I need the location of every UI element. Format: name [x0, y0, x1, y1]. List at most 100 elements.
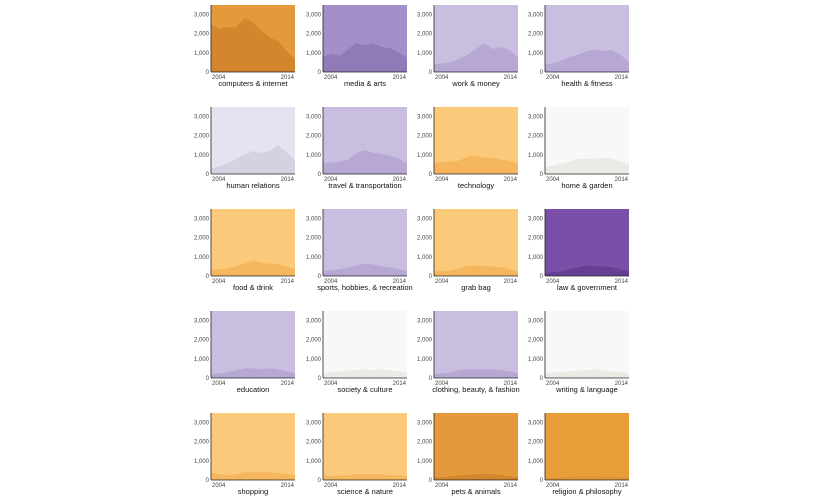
panel-background: [323, 311, 407, 378]
panel-title: religion & philosophy: [552, 487, 621, 496]
x-tick-label: 2014: [504, 483, 518, 489]
x-tick-label: 2004: [212, 75, 226, 81]
y-tick-label: 1,000: [194, 459, 210, 465]
y-tick-label: 2,000: [417, 338, 433, 344]
y-tick-label: 2,000: [528, 440, 544, 446]
series-area: [545, 369, 629, 378]
series-area: [211, 260, 295, 276]
series-area: [545, 157, 629, 174]
y-tick-label: 1,000: [528, 459, 544, 465]
y-tick-label: 1,000: [306, 255, 322, 261]
y-tick-label: 0: [318, 70, 322, 76]
panel-title: science & nature: [337, 487, 393, 496]
y-tick-label: 1,000: [306, 459, 322, 465]
x-tick-label: 2014: [504, 381, 518, 387]
x-tick-label: 2014: [393, 483, 407, 489]
x-tick-label: 2004: [546, 75, 560, 81]
y-tick-label: 1,000: [194, 153, 210, 159]
panel-title: health & fitness: [561, 79, 613, 88]
x-tick-label: 2004: [546, 483, 560, 489]
chart-panel: 0 1,000 2,000 3,000 2004 2014 pets & animals: [417, 413, 518, 496]
chart-panel: 0 1,000 2,000 3,000 2004 2014 media & arts: [306, 5, 407, 88]
panel-title: grab bag: [461, 283, 491, 292]
series-area: [211, 18, 295, 72]
x-tick-label: 2014: [281, 279, 295, 285]
y-tick-label: 1,000: [528, 153, 544, 159]
y-tick-label: 0: [318, 478, 322, 484]
chart-panel: 0 1,000 2,000 3,000 2004 2014 shopping: [194, 413, 295, 496]
x-tick-label: 2004: [212, 279, 226, 285]
panel-title: food & drink: [233, 283, 273, 292]
y-tick-label: 0: [429, 478, 433, 484]
y-tick-label: 3,000: [417, 421, 433, 427]
x-tick-label: 2004: [435, 483, 449, 489]
y-tick-label: 0: [540, 376, 544, 382]
y-tick-label: 2,000: [528, 32, 544, 38]
y-tick-label: 3,000: [528, 421, 544, 427]
y-tick-label: 3,000: [194, 217, 210, 223]
y-tick-label: 1,000: [528, 357, 544, 363]
y-tick-label: 2,000: [306, 236, 322, 242]
panel-title: media & arts: [344, 79, 386, 88]
x-tick-label: 2014: [281, 483, 295, 489]
y-tick-label: 0: [540, 172, 544, 178]
x-tick-label: 2004: [212, 483, 226, 489]
panel-title: travel & transportation: [328, 181, 401, 190]
y-tick-label: 2,000: [306, 134, 322, 140]
y-tick-label: 3,000: [194, 13, 210, 19]
y-tick-label: 2,000: [194, 236, 210, 242]
x-tick-label: 2014: [281, 177, 295, 183]
y-tick-label: 0: [429, 376, 433, 382]
chart-panel: 0 1,000 2,000 3,000 2004 2014 work & money: [417, 5, 518, 88]
panel-title: human relations: [226, 181, 280, 190]
y-tick-label: 1,000: [306, 357, 322, 363]
y-tick-label: 0: [318, 274, 322, 280]
panel-title: shopping: [238, 487, 268, 496]
panel-background: [211, 413, 295, 480]
y-tick-label: 3,000: [306, 421, 322, 427]
y-tick-label: 2,000: [194, 440, 210, 446]
y-tick-label: 3,000: [528, 13, 544, 19]
series-area: [323, 43, 407, 72]
y-tick-label: 1,000: [194, 51, 210, 57]
series-area: [323, 474, 407, 480]
y-tick-label: 2,000: [306, 32, 322, 38]
panel-title: work & money: [451, 79, 500, 88]
series-area: [434, 43, 518, 72]
y-tick-label: 3,000: [417, 319, 433, 325]
x-tick-label: 2014: [504, 177, 518, 183]
panel-title: writing & language: [555, 385, 618, 394]
x-tick-label: 2004: [546, 279, 560, 285]
x-tick-label: 2014: [504, 75, 518, 81]
x-tick-label: 2014: [393, 75, 407, 81]
series-area: [323, 150, 407, 174]
chart-panel: 0 1,000 2,000 3,000 2004 2014 education: [194, 311, 295, 394]
x-tick-label: 2014: [393, 381, 407, 387]
panel-title: law & government: [557, 283, 618, 292]
x-tick-label: 2004: [435, 75, 449, 81]
y-tick-label: 3,000: [528, 217, 544, 223]
series-area: [323, 369, 407, 378]
x-tick-label: 2004: [324, 381, 338, 387]
panel-title: education: [237, 385, 270, 394]
y-tick-label: 3,000: [417, 115, 433, 121]
series-area: [434, 265, 518, 276]
y-tick-label: 1,000: [528, 255, 544, 261]
y-tick-label: 2,000: [306, 440, 322, 446]
y-tick-label: 2,000: [417, 32, 433, 38]
y-tick-label: 2,000: [417, 440, 433, 446]
panel-title: clothing, beauty, & fashion: [432, 385, 519, 394]
panel-title: home & garden: [561, 181, 612, 190]
series-area: [545, 265, 629, 276]
series-area: [434, 474, 518, 480]
x-tick-label: 2004: [324, 75, 338, 81]
